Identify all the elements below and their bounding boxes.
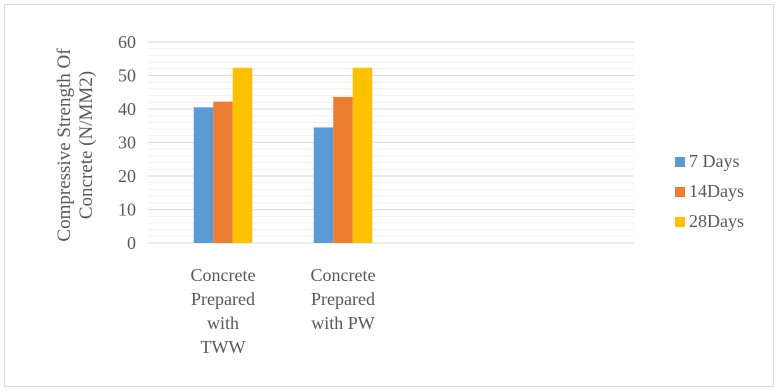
- legend-swatch: [675, 217, 685, 227]
- legend-label: 28Days: [689, 211, 744, 231]
- bar-28days-1: [232, 67, 253, 243]
- legend: 7 Days 14Days 28Days: [675, 151, 744, 231]
- legend-label: 7 Days: [689, 151, 740, 171]
- chart-frame: [4, 4, 774, 387]
- y-tick-label: 30: [118, 133, 136, 153]
- bar-14days-2: [333, 96, 353, 243]
- y-tick-label: 20: [118, 166, 136, 186]
- x-category-label: Concrete Prepared with PW: [311, 265, 376, 333]
- bar-28days-2: [352, 67, 373, 243]
- legend-swatch: [675, 157, 685, 167]
- x-category-labels: Concrete Prepared with TWW Concrete Prepared w…: [191, 265, 376, 357]
- y-axis-title: Compressive Strength OfConcrete (N/MM2): [54, 48, 97, 242]
- y-tick-label: 40: [118, 99, 136, 119]
- y-tick-label: 0: [127, 233, 136, 253]
- bar-14days-1: [213, 101, 233, 243]
- y-tick-label: 60: [118, 32, 136, 52]
- y-tick-label: 10: [118, 200, 136, 220]
- x-category-label: Concrete Prepared with TWW: [191, 265, 256, 357]
- bars: [193, 67, 373, 243]
- bar-7-days-1: [193, 107, 214, 243]
- y-tick-labels: 0 10 20 30 40 50 60: [118, 32, 136, 253]
- y-axis-label: Compressive Strength OfConcrete (N/MM2): [54, 48, 97, 242]
- legend-label: 14Days: [689, 181, 744, 201]
- y-tick-label: 50: [118, 66, 136, 86]
- legend-swatch: [675, 187, 685, 197]
- bar-7-days-2: [313, 127, 334, 243]
